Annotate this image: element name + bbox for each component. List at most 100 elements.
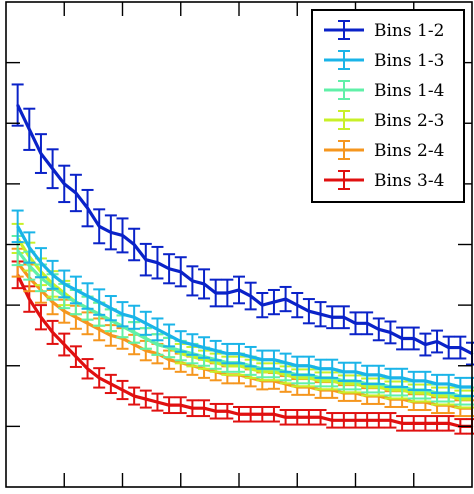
data-point (412, 422, 415, 425)
data-point (331, 367, 334, 370)
data-point (144, 322, 147, 325)
error-bar (186, 399, 199, 418)
error-bar (349, 361, 362, 382)
error-bar (337, 361, 350, 382)
error-bar (139, 242, 152, 277)
error-bar (186, 265, 199, 297)
data-point (226, 291, 229, 295)
error-bar (372, 364, 385, 385)
data-point (16, 249, 19, 252)
series-line (16, 274, 472, 428)
error-bar (337, 412, 350, 429)
error-bar (454, 335, 467, 360)
error-bar (384, 412, 397, 429)
data-point (261, 303, 264, 307)
legend-entry: Bins 2-3 (324, 110, 444, 131)
data-point (28, 128, 31, 131)
error-bar (361, 364, 374, 385)
data-point (109, 334, 113, 337)
data-point (144, 258, 147, 261)
data-point (331, 316, 334, 319)
error-bar (326, 305, 339, 330)
legend-label: Bins 3-4 (374, 171, 444, 191)
data-point (331, 419, 334, 422)
series-bins-3-4 (11, 260, 474, 435)
data-point (424, 422, 427, 425)
error-bar (128, 227, 141, 262)
error-bar (186, 333, 199, 356)
data-point (284, 297, 287, 301)
error-bar (431, 373, 444, 395)
error-bar (151, 245, 164, 280)
data-point (447, 346, 450, 349)
error-bar (81, 282, 94, 310)
data-point (202, 406, 206, 410)
error-bar (139, 310, 152, 336)
legend-box (311, 9, 465, 203)
data-point (424, 343, 427, 346)
error-bar (58, 269, 71, 299)
error-bar (372, 317, 385, 342)
error-bar (46, 259, 59, 290)
data-point (16, 225, 19, 228)
data-point (435, 382, 439, 386)
data-point (16, 103, 19, 107)
error-bar (46, 148, 59, 190)
data-point (167, 334, 171, 337)
error-bar (267, 288, 280, 316)
data-point (377, 373, 380, 377)
error-bar (69, 275, 82, 305)
legend: Bins 1-2 Bins 1-3 Bins 1-4 Bins 2-3 Bins 2-4… (311, 9, 465, 203)
error-bar (302, 409, 315, 426)
data-point (144, 337, 147, 340)
data-point (389, 376, 392, 380)
data-point (121, 388, 124, 392)
error-bar (291, 292, 304, 319)
data-point (132, 243, 136, 246)
data-point (226, 352, 229, 355)
error-bar (279, 352, 292, 373)
data-point (249, 294, 252, 298)
data-point (51, 300, 54, 304)
data-point (51, 331, 54, 334)
data-point (28, 264, 31, 267)
data-point (307, 364, 311, 367)
error-bar (11, 83, 24, 127)
error-bar (23, 231, 36, 264)
data-point (296, 364, 299, 367)
data-point (86, 367, 89, 370)
error-bar (349, 311, 362, 336)
error-bar (384, 320, 397, 345)
error-bar (128, 304, 141, 330)
data-point (237, 352, 241, 355)
legend-label: Bins 1-4 (374, 81, 444, 101)
data-point (179, 270, 182, 273)
data-point (377, 419, 380, 422)
data-point (435, 340, 439, 343)
legend-entry: Bins 1-3 (324, 50, 444, 71)
data-point (389, 419, 392, 422)
error-bar (104, 295, 117, 322)
data-point (63, 309, 66, 313)
data-point (156, 261, 159, 264)
error-bar (221, 342, 234, 365)
error-bar (431, 415, 444, 432)
error-bar (23, 107, 36, 151)
data-point (144, 397, 147, 401)
data-point (202, 346, 206, 349)
error-bar (256, 405, 269, 423)
error-bar (244, 345, 257, 368)
data-point (307, 416, 311, 419)
error-bar (267, 405, 280, 423)
data-point (389, 331, 392, 334)
data-point (156, 400, 159, 404)
data-point (191, 343, 194, 346)
data-point (459, 385, 462, 389)
error-bar (314, 358, 327, 379)
error-bar (221, 402, 234, 420)
error-bar (349, 412, 362, 429)
error-bar (361, 311, 374, 336)
data-point (400, 422, 404, 425)
